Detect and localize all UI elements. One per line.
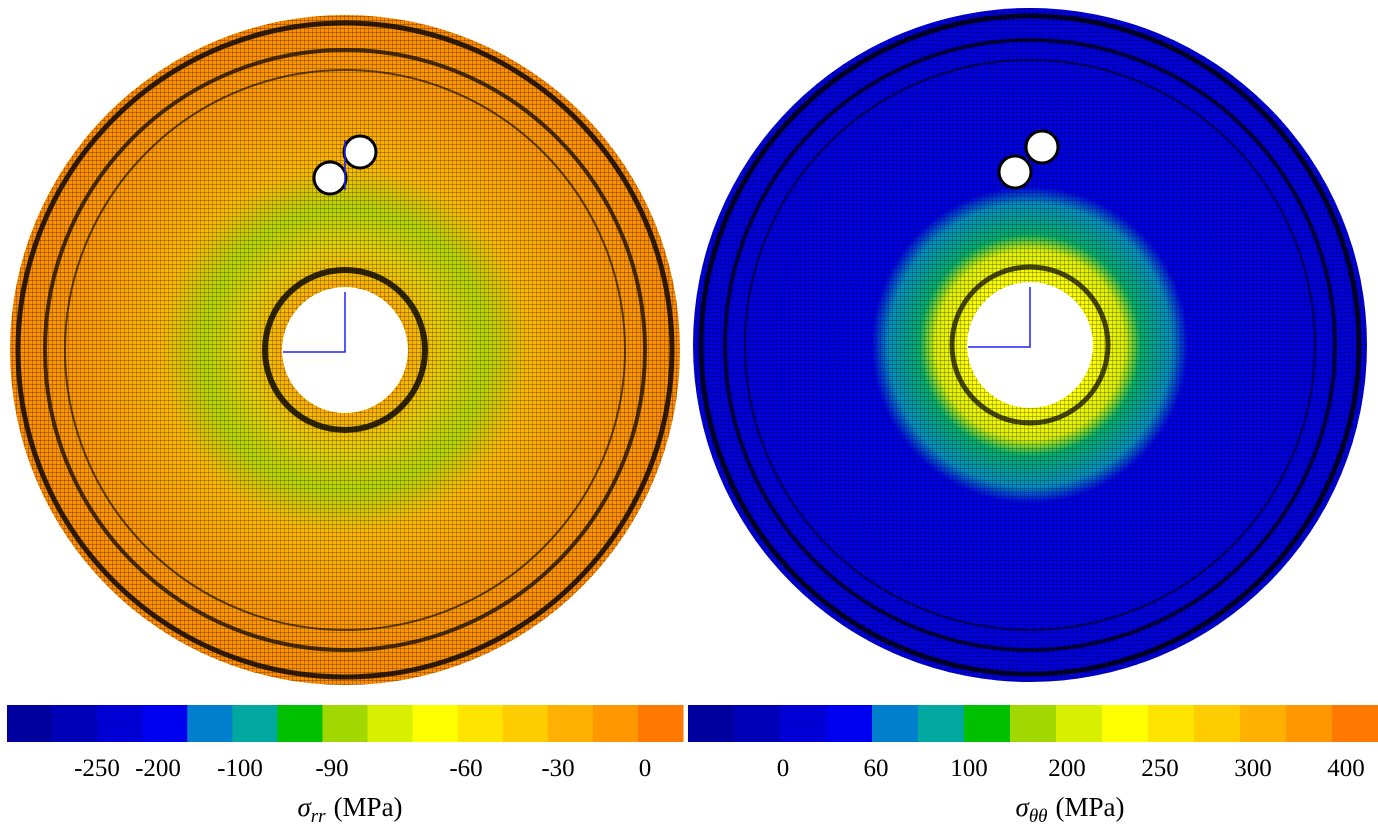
- colorbar-segment: [502, 705, 549, 742]
- colorbar-label: σθθ (MPa): [1016, 792, 1125, 825]
- colorbar-segment: [1332, 705, 1378, 742]
- colorbar-tick-label: -60: [449, 755, 482, 782]
- colorbar-segment: [872, 705, 919, 742]
- colorbar-segment: [457, 705, 504, 742]
- colorbar-tick-label: -250: [74, 755, 120, 782]
- colorbar-segment: [1056, 705, 1103, 742]
- colorbar-segment: [780, 705, 827, 742]
- colorbar-segment: [1240, 705, 1287, 742]
- colorbar-segment: [1148, 705, 1195, 742]
- label-subscript: rr: [311, 806, 326, 825]
- colorbar-segment: [232, 705, 278, 742]
- colorbar-segment: [1194, 705, 1241, 742]
- label-unit: (MPa): [1056, 792, 1125, 822]
- label-symbol: σ: [297, 792, 312, 822]
- colorbar-tick-label: 200: [1048, 755, 1086, 782]
- colorbar-segment: [322, 705, 369, 742]
- colorbar-segment: [688, 705, 735, 742]
- colorbar-segment: [826, 705, 873, 742]
- colorbar-segment: [592, 705, 639, 742]
- colorbar-tick-label: 60: [864, 755, 889, 782]
- label-unit: (MPa): [334, 792, 403, 822]
- colorbar-tick-label: 0: [777, 755, 790, 782]
- colorbar-segment: [367, 705, 414, 742]
- disk-right: [693, 8, 1367, 682]
- colorbar-tick-label: 100: [950, 755, 988, 782]
- colorbar-segment: [918, 705, 965, 742]
- colorbar-tick-label: -100: [217, 755, 263, 782]
- colorbar-segment: [1286, 705, 1333, 742]
- colorbar-tick-label: -200: [135, 755, 181, 782]
- colorbar-tick-label: -30: [541, 755, 574, 782]
- colorbar-segment: [277, 705, 323, 742]
- colorbar-segment: [7, 705, 53, 742]
- colorbar-segment: [637, 705, 684, 742]
- colorbar-tick-label: 250: [1141, 755, 1179, 782]
- colorbar-tick-label: 0: [639, 755, 652, 782]
- colorbar-segment: [412, 705, 459, 742]
- colorbar-segment: [547, 705, 594, 742]
- colorbar-tick-label: 300: [1234, 755, 1272, 782]
- label-subscript: θθ: [1029, 806, 1048, 825]
- colorbar-tick-label: -90: [315, 755, 348, 782]
- colorbar-segment: [187, 705, 233, 742]
- colorbar-segment: [1010, 705, 1057, 742]
- colorbar-segment: [97, 705, 143, 742]
- colorbar-label: σrr (MPa): [297, 792, 402, 825]
- colorbar-segment: [734, 705, 781, 742]
- colorbar-segment: [52, 705, 98, 742]
- label-symbol: σ: [1016, 792, 1031, 822]
- colorbar-segment: [142, 705, 188, 742]
- colorbar-segment: [964, 705, 1011, 742]
- disk-left: [10, 15, 680, 685]
- colorbar-tick-label: 400: [1327, 755, 1365, 782]
- colorbar-segment: [1102, 705, 1149, 742]
